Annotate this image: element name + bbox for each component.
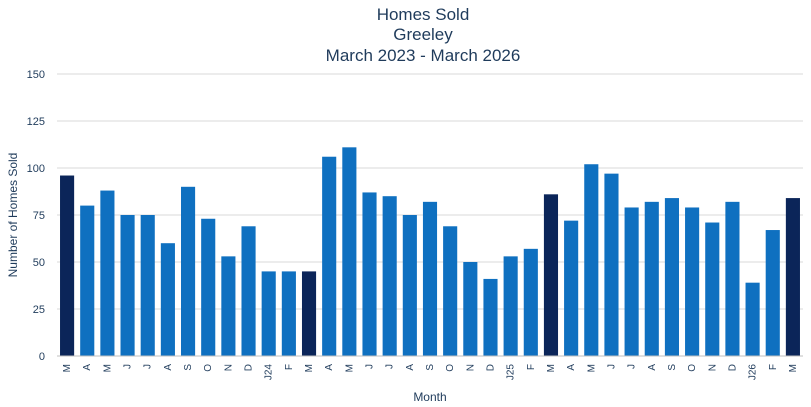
- x-tick-label: J26: [748, 364, 759, 381]
- chart-title-line-2: Greeley: [393, 25, 453, 44]
- x-tick-label: J24: [264, 364, 275, 381]
- x-tick-label: N: [223, 364, 234, 371]
- bar: [422, 201, 438, 356]
- x-tick-label: A: [405, 364, 416, 371]
- x-tick-label: M: [102, 364, 113, 372]
- x-tick-label: M: [788, 364, 799, 372]
- x-axis-ticks: M A M J J A S O N D J24 F M A M J J A S O N D J25 F M A M J J A S O N D J2…: [62, 364, 799, 381]
- y-axis-label: Number of Homes Sold: [6, 153, 20, 278]
- bar: [120, 215, 135, 356]
- bar: [644, 201, 659, 356]
- x-tick-label: J: [365, 364, 376, 369]
- bar: [725, 201, 740, 356]
- x-tick-label: D: [727, 364, 738, 371]
- x-axis-label: Month: [413, 390, 446, 404]
- y-axis-ticks: 0 25 50 75 100 125 150: [27, 69, 45, 363]
- x-tick-label: F: [526, 364, 537, 370]
- x-tick-label: N: [465, 364, 476, 371]
- bar: [221, 256, 236, 356]
- bars: [60, 147, 800, 356]
- bar: [402, 215, 417, 356]
- bar: [503, 256, 518, 356]
- x-tick-label: O: [687, 364, 698, 372]
- bar: [584, 164, 599, 356]
- x-tick-label: M: [62, 364, 73, 372]
- x-tick-label: A: [566, 364, 577, 371]
- bar: [60, 175, 75, 356]
- y-tick-label: 125: [27, 116, 45, 128]
- bar: [322, 156, 337, 356]
- bar: [543, 194, 559, 356]
- bar: [705, 222, 720, 356]
- x-tick-label: M: [586, 364, 597, 372]
- bar: [443, 226, 458, 356]
- x-tick-label: F: [284, 364, 295, 370]
- x-tick-label: N: [707, 364, 718, 371]
- bar: [785, 198, 800, 356]
- x-tick-label: O: [445, 364, 456, 372]
- bar: [564, 220, 579, 356]
- bar: [664, 198, 680, 356]
- x-tick-label: D: [485, 364, 496, 371]
- bar: [261, 271, 276, 356]
- bar: [301, 271, 317, 356]
- x-tick-label: S: [183, 364, 194, 371]
- x-tick-label: F: [768, 364, 779, 370]
- chart-title: Homes Sold Greeley March 2023 - March 20…: [326, 5, 521, 65]
- x-tick-label: J: [143, 364, 154, 369]
- bar: [241, 226, 256, 356]
- bar: [160, 243, 175, 356]
- x-tick-label: M: [344, 364, 355, 372]
- y-tick-label: 75: [33, 210, 45, 222]
- chart-title-line-3: March 2023 - March 2026: [326, 46, 521, 65]
- bar: [180, 186, 196, 356]
- bar: [201, 218, 216, 356]
- bar: [765, 230, 780, 356]
- bar: [382, 196, 397, 356]
- bar: [362, 192, 377, 356]
- x-tick-label: J: [627, 364, 638, 369]
- x-tick-label: A: [163, 364, 174, 371]
- x-tick-label: S: [425, 364, 436, 371]
- x-tick-label: S: [667, 364, 678, 371]
- y-tick-label: 0: [39, 351, 45, 363]
- x-tick-label: J: [385, 364, 396, 369]
- x-tick-label: A: [82, 364, 93, 371]
- bar: [523, 248, 538, 356]
- x-tick-label: O: [203, 364, 214, 372]
- bar: [281, 271, 296, 356]
- bar: [342, 147, 357, 356]
- bar: [483, 278, 498, 356]
- x-tick-label: J: [606, 364, 617, 369]
- bar: [80, 205, 95, 356]
- bar: [140, 215, 155, 356]
- x-tick-label: M: [546, 364, 557, 372]
- x-tick-label: J25: [506, 364, 517, 381]
- chart-title-line-1: Homes Sold: [377, 5, 470, 24]
- bar: [100, 190, 115, 356]
- y-tick-label: 150: [27, 69, 45, 81]
- x-tick-label: J: [123, 364, 134, 369]
- y-tick-label: 25: [33, 304, 45, 316]
- bar: [463, 262, 478, 356]
- x-tick-label: M: [304, 364, 315, 372]
- x-tick-label: D: [244, 364, 255, 371]
- bar: [604, 173, 619, 356]
- x-tick-label: A: [324, 364, 335, 371]
- y-tick-label: 100: [27, 163, 45, 175]
- y-tick-label: 50: [33, 257, 45, 269]
- bar: [745, 282, 760, 356]
- x-tick-label: A: [647, 364, 658, 371]
- bar: [685, 207, 700, 356]
- bar: [624, 207, 639, 356]
